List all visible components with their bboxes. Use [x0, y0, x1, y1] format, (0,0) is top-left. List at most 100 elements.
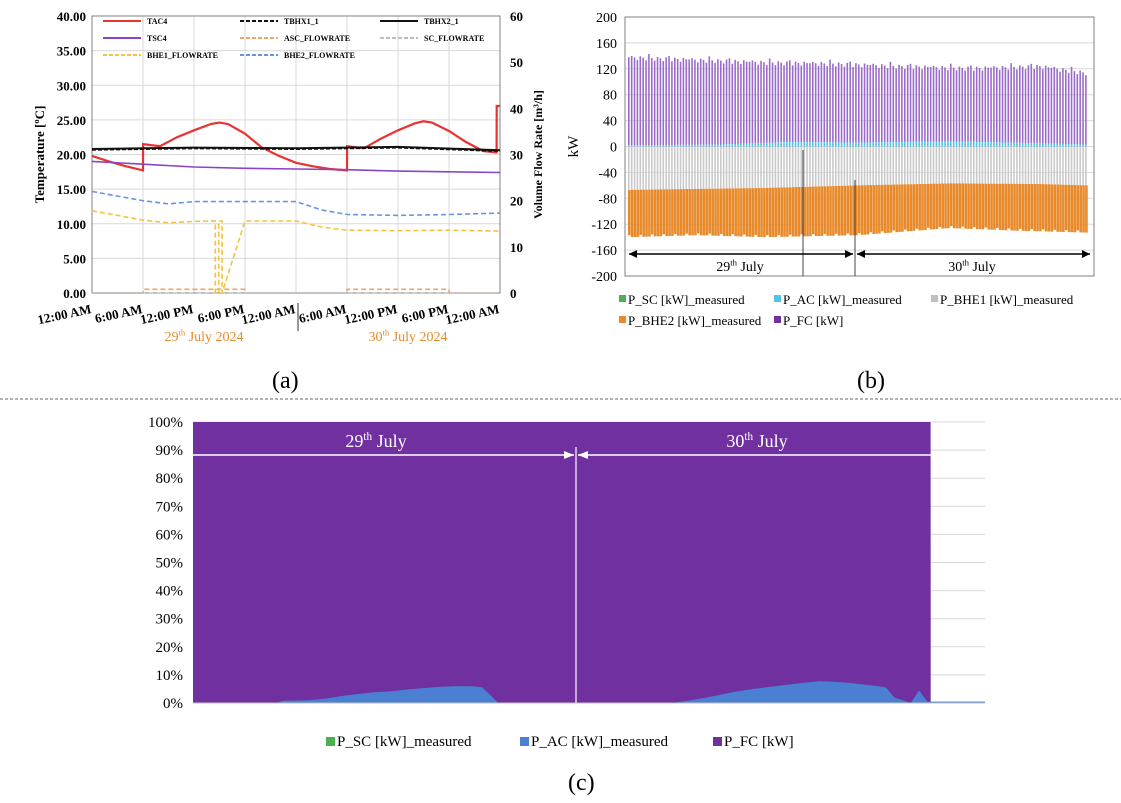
bar-p-bhe1: [668, 146, 670, 190]
bar-p-fc: [1021, 66, 1024, 143]
bar-p-bhe1: [1016, 146, 1018, 184]
bar-p-bhe1: [771, 146, 774, 188]
bar-p-bhe1: [722, 146, 725, 189]
bar-p-bhe1: [950, 146, 952, 184]
bar-p-bhe2: [766, 187, 769, 236]
bar-p-ac: [823, 142, 826, 147]
bar-p-fc: [932, 65, 935, 142]
bar-p-fc: [849, 61, 851, 143]
bar-p-fc: [722, 63, 725, 145]
bar-p-bhe1: [860, 146, 863, 186]
bar-p-ac: [1010, 142, 1012, 147]
bar-p-bhe1: [993, 146, 995, 184]
bar-p-ac: [659, 144, 662, 147]
bar-p-bhe2: [682, 189, 686, 236]
bar-p-ac: [651, 145, 653, 147]
bar-p-fc: [651, 58, 653, 146]
bar-p-ac: [990, 142, 992, 147]
bar-p-bhe1: [740, 146, 742, 189]
bar-p-bhe1: [823, 146, 826, 187]
bar-p-bhe2: [803, 186, 806, 237]
bar-p-bhe1: [656, 146, 659, 190]
bar-p-bhe1: [806, 146, 808, 187]
y-tick-label: 20%: [156, 640, 184, 656]
bar-p-ac: [944, 141, 946, 147]
bar-p-bhe1: [1050, 146, 1053, 185]
bar-p-ac: [967, 141, 969, 147]
bar-p-ac: [975, 141, 978, 147]
bar-p-bhe1: [955, 146, 958, 184]
bar-p-fc: [855, 63, 857, 143]
bar-p-fc: [748, 61, 751, 144]
bar-p-bhe2: [794, 187, 798, 237]
bar-p-fc: [1056, 68, 1058, 144]
bar-p-fc: [993, 66, 995, 143]
bar-p-fc: [659, 58, 662, 145]
x-tick-label: 6:00 AM: [298, 301, 348, 326]
bar-p-ac: [912, 141, 915, 147]
bar-p-bhe2: [970, 183, 973, 229]
bar-p-fc: [961, 67, 964, 142]
y-tick-label: -200: [591, 270, 617, 285]
bar-p-fc: [881, 64, 883, 143]
bar-p-ac: [947, 141, 949, 147]
bar-p-ac: [843, 142, 846, 147]
bar-p-bhe1: [757, 146, 759, 189]
bar-p-bhe2: [653, 189, 657, 237]
bar-p-bhe1: [964, 146, 966, 184]
bar-p-ac: [927, 141, 929, 147]
bar-p-bhe2: [754, 188, 758, 235]
bar-p-bhe1: [731, 146, 734, 189]
bar-p-ac: [1050, 143, 1053, 147]
bar-p-bhe2: [1050, 184, 1054, 232]
bar-p-fc: [1042, 69, 1044, 144]
bar-p-ac: [984, 142, 987, 147]
bar-p-bhe1: [978, 146, 981, 184]
bar-p-ac: [996, 142, 998, 147]
bar-p-bhe1: [711, 146, 713, 189]
bar-p-bhe2: [817, 186, 821, 237]
bar-p-ac: [783, 142, 785, 147]
bar-p-bhe2: [740, 188, 743, 237]
bar-p-bhe2: [671, 189, 674, 236]
bar-p-ac: [901, 141, 903, 147]
bar-p-bhe2: [996, 183, 999, 228]
bar-p-bhe2: [866, 185, 870, 235]
bar-p-bhe2: [901, 184, 904, 232]
bar-p-bhe2: [771, 187, 775, 238]
bar-p-ac: [766, 142, 768, 147]
bar-p-bhe1: [1001, 146, 1004, 184]
legend-swatch: [774, 316, 781, 323]
bar-p-ac: [878, 142, 880, 147]
bar-p-fc: [1079, 70, 1081, 145]
bar-p-fc: [889, 61, 892, 143]
bar-p-bhe2: [768, 187, 772, 238]
bar-p-bhe2: [786, 187, 789, 237]
chart-a: 0.00 5.00 10.00 15.00 20.00 25.00 30.00 35.00 40…: [32, 9, 545, 345]
bar-p-fc: [973, 70, 975, 142]
bar-p-bhe2: [909, 184, 913, 232]
bar-p-ac: [918, 141, 920, 147]
y-tick-label: 0.00: [63, 286, 86, 301]
bar-p-bhe2: [1019, 183, 1022, 229]
bar-p-bhe1: [642, 146, 644, 190]
bar-p-bhe2: [648, 189, 651, 237]
bar-p-ac: [866, 142, 869, 147]
bar-p-fc: [901, 66, 903, 142]
bar-p-bhe2: [676, 189, 680, 236]
bar-p-bhe2: [906, 184, 910, 232]
bar-p-fc: [964, 70, 966, 142]
bar-p-ac: [803, 142, 805, 147]
bar-p-ac: [970, 141, 972, 147]
bar-p-bhe2: [685, 189, 689, 234]
bar-p-fc: [1019, 65, 1021, 143]
bar-p-bhe1: [800, 146, 803, 187]
bar-p-bhe1: [846, 146, 849, 186]
panel-separator: [0, 398, 1121, 400]
bar-p-bhe2: [987, 183, 990, 230]
bar-p-bhe1: [665, 146, 667, 190]
bar-p-ac: [1042, 143, 1044, 147]
bar-p-bhe1: [708, 146, 711, 189]
bar-p-bhe1: [918, 146, 920, 185]
bar-p-bhe1: [630, 146, 633, 190]
